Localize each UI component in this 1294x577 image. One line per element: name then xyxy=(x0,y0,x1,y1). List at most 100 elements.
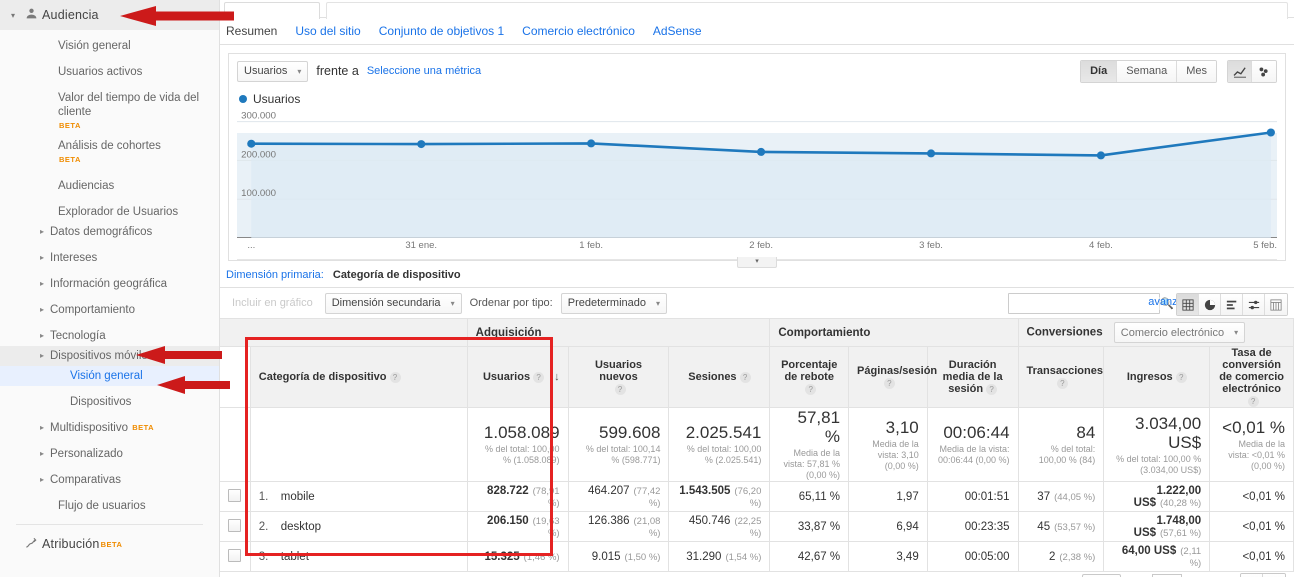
col-usuarios[interactable]: Usuarios? ↓ xyxy=(466,346,569,408)
sidebar-item-informacion-geografica[interactable]: Información geográfica xyxy=(0,274,219,294)
sidebar-section-audiencia[interactable]: ▾ Audiencia xyxy=(0,0,219,30)
sidebar-item-dispositivos-moviles[interactable]: Dispositivos móviles xyxy=(0,346,219,366)
row-dimension[interactable]: 3. tablet xyxy=(249,541,468,572)
tab-conjunto-objetivos-1[interactable]: Conjunto de objetivos 1 xyxy=(378,24,505,38)
col-usuarios-nuevos[interactable]: Usuarios nuevos? xyxy=(567,346,670,408)
chart-resize-handle[interactable]: ▾ xyxy=(737,257,777,268)
rows-per-page-select[interactable]: 10 ▾ xyxy=(1082,573,1121,577)
row-ingresos: 64,00 US$ (2,11 %) xyxy=(1103,541,1211,572)
tab-adsense[interactable]: AdSense xyxy=(652,24,702,38)
sidebar-divider xyxy=(16,524,203,525)
row-usuarios: 206.150 (19,63 %) xyxy=(466,511,569,542)
pie-view-icon[interactable] xyxy=(1199,294,1221,315)
sidebar-item-tecnologia[interactable]: Tecnología xyxy=(0,326,219,346)
group-comportamiento: Comportamiento xyxy=(769,318,1019,347)
help-icon[interactable]: ? xyxy=(1247,395,1259,407)
caret-down-icon[interactable]: ▾ xyxy=(10,10,15,20)
sidebar-item-vision-general[interactable]: Visión general xyxy=(58,40,131,52)
conversions-select[interactable]: Comercio electrónico ▾ xyxy=(1113,322,1246,343)
sort-by-select[interactable]: Predeterminado ▾ xyxy=(560,292,668,314)
percent: (2,38 %) xyxy=(1059,551,1096,563)
tab-comercio-electronico[interactable]: Comercio electrónico xyxy=(522,24,635,38)
scatter-chart-icon[interactable] xyxy=(1252,61,1276,82)
goto-input[interactable]: 1 xyxy=(1151,573,1182,577)
pivot-view-icon[interactable] xyxy=(1265,294,1287,315)
row-dimension[interactable]: 2. desktop xyxy=(249,511,468,542)
tab-uso-del-sitio[interactable]: Uso del sitio xyxy=(295,24,361,38)
report-subtabs: Resumen Uso del sitio Conjunto de objeti… xyxy=(220,18,1294,45)
line-chart-icon[interactable] xyxy=(1228,61,1252,82)
prev-page-button[interactable]: ‹ xyxy=(1241,573,1263,577)
col-categoria-dispositivo[interactable]: Categoría de dispositivo? xyxy=(249,346,468,408)
table-view-icon[interactable] xyxy=(1177,294,1199,315)
row-sesiones: 1.543.505 (76,20 %) xyxy=(668,481,771,512)
next-page-button[interactable]: › xyxy=(1263,573,1285,577)
table-row[interactable]: 3. tablet 15.325 (1,46 %) 9.015 (1,50 %) 31… xyxy=(220,541,1294,572)
tab-resumen[interactable]: Resumen xyxy=(226,24,278,38)
granularity-mes[interactable]: Mes xyxy=(1177,61,1216,82)
help-icon[interactable]: ? xyxy=(389,371,401,383)
granularity-dia[interactable]: Día xyxy=(1081,61,1118,82)
help-icon[interactable]: ? xyxy=(1175,371,1187,383)
col-porcentaje-rebote[interactable]: Porcentaje de rebote? xyxy=(769,346,850,408)
percent: (1,46 %) xyxy=(523,551,560,563)
sidebar-item-explorador-usuarios[interactable]: Explorador de Usuarios xyxy=(58,206,179,218)
chart-x-axis: ▾ ... 31 ene. 1 feb. 2 feb. 3 feb. 4 feb. 5 fe… xyxy=(237,238,1277,268)
help-icon[interactable]: ? xyxy=(805,383,817,395)
col-sesiones[interactable]: Sesiones? xyxy=(668,346,771,408)
sidebar-item-vision-general-moviles[interactable]: Visión general xyxy=(0,366,219,386)
row-name[interactable]: tablet xyxy=(280,550,309,563)
summary-note: % del total: 100,14 % (598.771) xyxy=(585,444,661,465)
row-name[interactable]: desktop xyxy=(280,520,322,533)
granularity-semana[interactable]: Semana xyxy=(1117,61,1178,82)
sidebar-item-analisis-cohortes[interactable]: Análisis de cohortes BETA xyxy=(0,136,219,170)
help-icon[interactable]: ? xyxy=(739,371,751,383)
primary-dimension-value[interactable]: Categoría de dispositivo xyxy=(332,269,461,281)
row-name[interactable]: mobile xyxy=(280,490,315,503)
col-ingresos[interactable]: Ingresos? xyxy=(1103,346,1211,408)
row-porcentaje-rebote: 33,87 % xyxy=(769,511,850,542)
sidebar-item-valor-tiempo-vida[interactable]: Valor del tiempo de vida del cliente BET… xyxy=(0,88,219,136)
col-transacciones[interactable]: Transacciones? xyxy=(1017,346,1105,408)
row-checkbox[interactable] xyxy=(228,548,242,562)
row-checkbox[interactable] xyxy=(228,518,242,532)
help-icon[interactable]: ? xyxy=(1056,377,1068,389)
bar-view-icon[interactable] xyxy=(1221,294,1243,315)
sidebar-item-multidispositivo[interactable]: Multidispositivo BETA xyxy=(0,418,219,438)
search-icon[interactable]: 🔍 xyxy=(1159,297,1174,310)
table-row[interactable]: 2. desktop 206.150 (19,63 %) 126.386 (21,08… xyxy=(220,511,1294,542)
search-input[interactable] xyxy=(1009,294,1159,313)
help-icon[interactable]: ? xyxy=(533,371,545,383)
table-row[interactable]: 1. mobile 828.722 (78,91 %) 464.207 (77,42 … xyxy=(220,481,1294,512)
row-checkbox[interactable] xyxy=(228,488,242,502)
tab-chip-left[interactable] xyxy=(224,2,320,19)
help-icon[interactable]: ? xyxy=(883,377,895,389)
help-icon[interactable]: ? xyxy=(614,383,626,395)
col-tasa-conversion-ecommerce[interactable]: Tasa de conversión de comercio electróni… xyxy=(1209,346,1294,408)
performance-view-icon[interactable] xyxy=(1243,294,1265,315)
sidebar-item-personalizado[interactable]: Personalizado xyxy=(0,444,219,464)
sort-desc-icon[interactable]: ↓ xyxy=(554,371,560,383)
pagination-nav: ‹ › xyxy=(1240,572,1286,577)
sidebar-item-comparativas[interactable]: Comparativas xyxy=(0,470,219,490)
sidebar-item-atribucion[interactable]: Atribución BETA xyxy=(0,529,219,559)
sidebar-item-flujo-usuarios[interactable]: Flujo de usuarios xyxy=(58,500,146,512)
help-icon[interactable]: ? xyxy=(986,383,998,395)
row-dimension[interactable]: 1. mobile xyxy=(249,481,468,512)
sidebar-item-datos-demograficos[interactable]: Datos demográficos xyxy=(0,222,219,242)
col-paginas-sesion[interactable]: Páginas/sesión? xyxy=(848,346,937,408)
row-tasa-conversion: <0,01 % xyxy=(1209,511,1294,542)
secondary-dimension-select[interactable]: Dimensión secundaria ▾ xyxy=(324,292,462,314)
sidebar-item-usuarios-activos[interactable]: Usuarios activos xyxy=(58,66,143,78)
sidebar-item-intereses[interactable]: Intereses xyxy=(0,248,219,268)
sidebar-item-audiencias[interactable]: Audiencias xyxy=(58,180,115,192)
sidebar-item-dispositivos[interactable]: Dispositivos xyxy=(70,396,132,408)
select-metric-link[interactable]: Seleccione una métrica xyxy=(366,65,482,77)
sidebar-item-comportamiento[interactable]: Comportamiento xyxy=(0,300,219,320)
chart-panel: Usuarios ▾ frente a Seleccione una métri… xyxy=(228,53,1286,268)
metric-select[interactable]: Usuarios ▾ xyxy=(237,60,309,82)
percent: (2,11 %) xyxy=(1180,545,1202,569)
tab-chip-right[interactable] xyxy=(326,2,1288,19)
col-duracion-media-sesion[interactable]: Duración media de la sesión? xyxy=(926,346,1019,408)
row-duracion: 00:05:00 xyxy=(926,541,1019,572)
